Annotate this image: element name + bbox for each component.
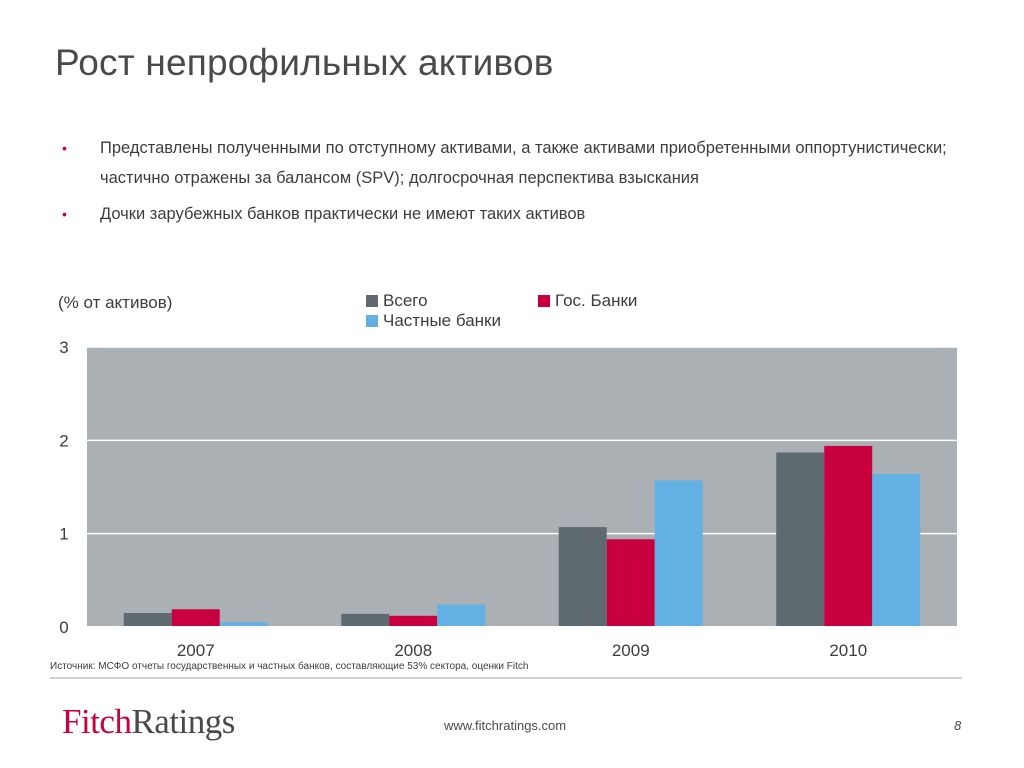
bar: [341, 613, 390, 627]
legend-label-state-banks: Гос. Банки: [555, 291, 638, 310]
legend-swatch-state-banks: [538, 295, 550, 307]
legend-item-private-banks: Частные банки: [366, 311, 501, 331]
bar: [437, 604, 486, 627]
bullet-item: • Дочки зарубежных банков практически не…: [62, 199, 962, 229]
bar: [606, 539, 655, 627]
legend-item-total: Всего: [366, 291, 428, 311]
legend-label-total: Всего: [383, 291, 428, 310]
logo-fitch-text: Fitch: [62, 702, 132, 741]
slide-title: Рост непрофильных активов: [55, 42, 554, 83]
chart-legend: Всего Гос. Банки Частные банки: [366, 291, 726, 335]
bar: [219, 622, 268, 627]
bar: [872, 473, 921, 627]
bar: [776, 452, 825, 627]
website-link[interactable]: www.fitchratings.com: [444, 718, 567, 733]
y-tick-label: 2: [59, 431, 68, 450]
footer-divider: [50, 677, 962, 679]
bar: [171, 609, 220, 627]
y-tick-label: 0: [59, 618, 68, 637]
y-tick-label: 1: [59, 525, 68, 544]
bar: [824, 445, 873, 627]
x-tick-label: 2009: [612, 641, 650, 660]
x-tick-label: 2010: [829, 641, 867, 660]
page-number: 8: [954, 718, 962, 733]
y-tick-label: 3: [59, 338, 68, 357]
bar: [123, 613, 172, 627]
legend-item-state-banks: Гос. Банки: [538, 291, 637, 311]
legend-label-private-banks: Частные банки: [383, 311, 501, 330]
legend-swatch-total: [366, 295, 378, 307]
bar: [654, 480, 703, 627]
bullet-icon: •: [62, 206, 67, 222]
bullet-text: Представлены полученными по отступному а…: [100, 139, 947, 187]
x-tick-label: 2008: [394, 641, 432, 660]
bullet-text: Дочки зарубежных банков практически не и…: [100, 205, 586, 223]
legend-swatch-private-banks: [366, 315, 378, 327]
logo-ratings-text: Ratings: [131, 702, 235, 741]
source-note: Источник: МСФО отчеты государственных и …: [50, 661, 529, 672]
chart-units-label: (% от активов): [58, 293, 173, 312]
bar: [389, 615, 438, 627]
bullet-item: • Представлены полученными по отступному…: [62, 133, 962, 193]
bullet-list: • Представлены полученными по отступному…: [62, 133, 962, 235]
x-tick-label: 2007: [177, 641, 215, 660]
fitch-ratings-logo: FitchRatings: [62, 700, 235, 744]
bar: [558, 527, 607, 627]
bullet-icon: •: [62, 140, 67, 156]
